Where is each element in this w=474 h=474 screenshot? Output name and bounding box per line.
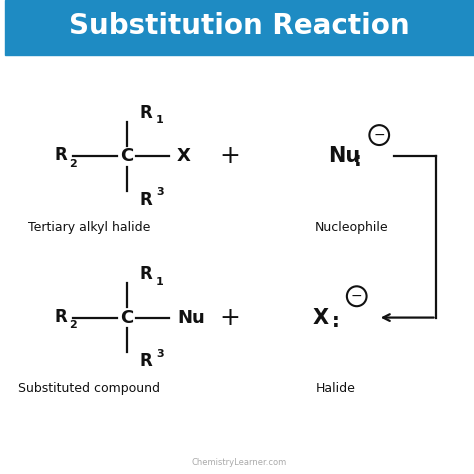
Text: :: : bbox=[332, 312, 339, 331]
Text: 3: 3 bbox=[156, 348, 164, 359]
Text: R: R bbox=[54, 146, 67, 164]
Text: R: R bbox=[140, 191, 153, 209]
Text: Nu: Nu bbox=[178, 309, 205, 327]
Text: R: R bbox=[140, 265, 153, 283]
Text: 1: 1 bbox=[156, 115, 164, 126]
Text: R: R bbox=[54, 308, 67, 326]
Text: −: − bbox=[374, 128, 385, 142]
Text: Nucleophile: Nucleophile bbox=[315, 221, 389, 234]
Text: 2: 2 bbox=[70, 158, 77, 169]
Text: Nu: Nu bbox=[328, 146, 361, 166]
Text: C: C bbox=[120, 147, 134, 165]
Text: X: X bbox=[177, 147, 191, 165]
Text: Substituted compound: Substituted compound bbox=[18, 382, 160, 395]
Text: Tertiary alkyl halide: Tertiary alkyl halide bbox=[28, 221, 151, 234]
Text: 1: 1 bbox=[156, 276, 164, 287]
Text: Substitution Reaction: Substitution Reaction bbox=[69, 12, 410, 40]
Text: R: R bbox=[140, 104, 153, 122]
Text: Halide: Halide bbox=[316, 382, 356, 395]
Text: X: X bbox=[312, 308, 328, 328]
Text: 2: 2 bbox=[70, 319, 77, 330]
Text: +: + bbox=[219, 306, 240, 329]
Text: +: + bbox=[219, 145, 240, 168]
Text: R: R bbox=[140, 352, 153, 370]
Text: 3: 3 bbox=[156, 187, 164, 198]
Text: :: : bbox=[354, 151, 362, 170]
Text: ChemistryLearner.com: ChemistryLearner.com bbox=[192, 458, 287, 466]
Bar bbox=[5, 0, 474, 55]
Text: C: C bbox=[120, 309, 134, 327]
Text: −: − bbox=[351, 289, 363, 303]
